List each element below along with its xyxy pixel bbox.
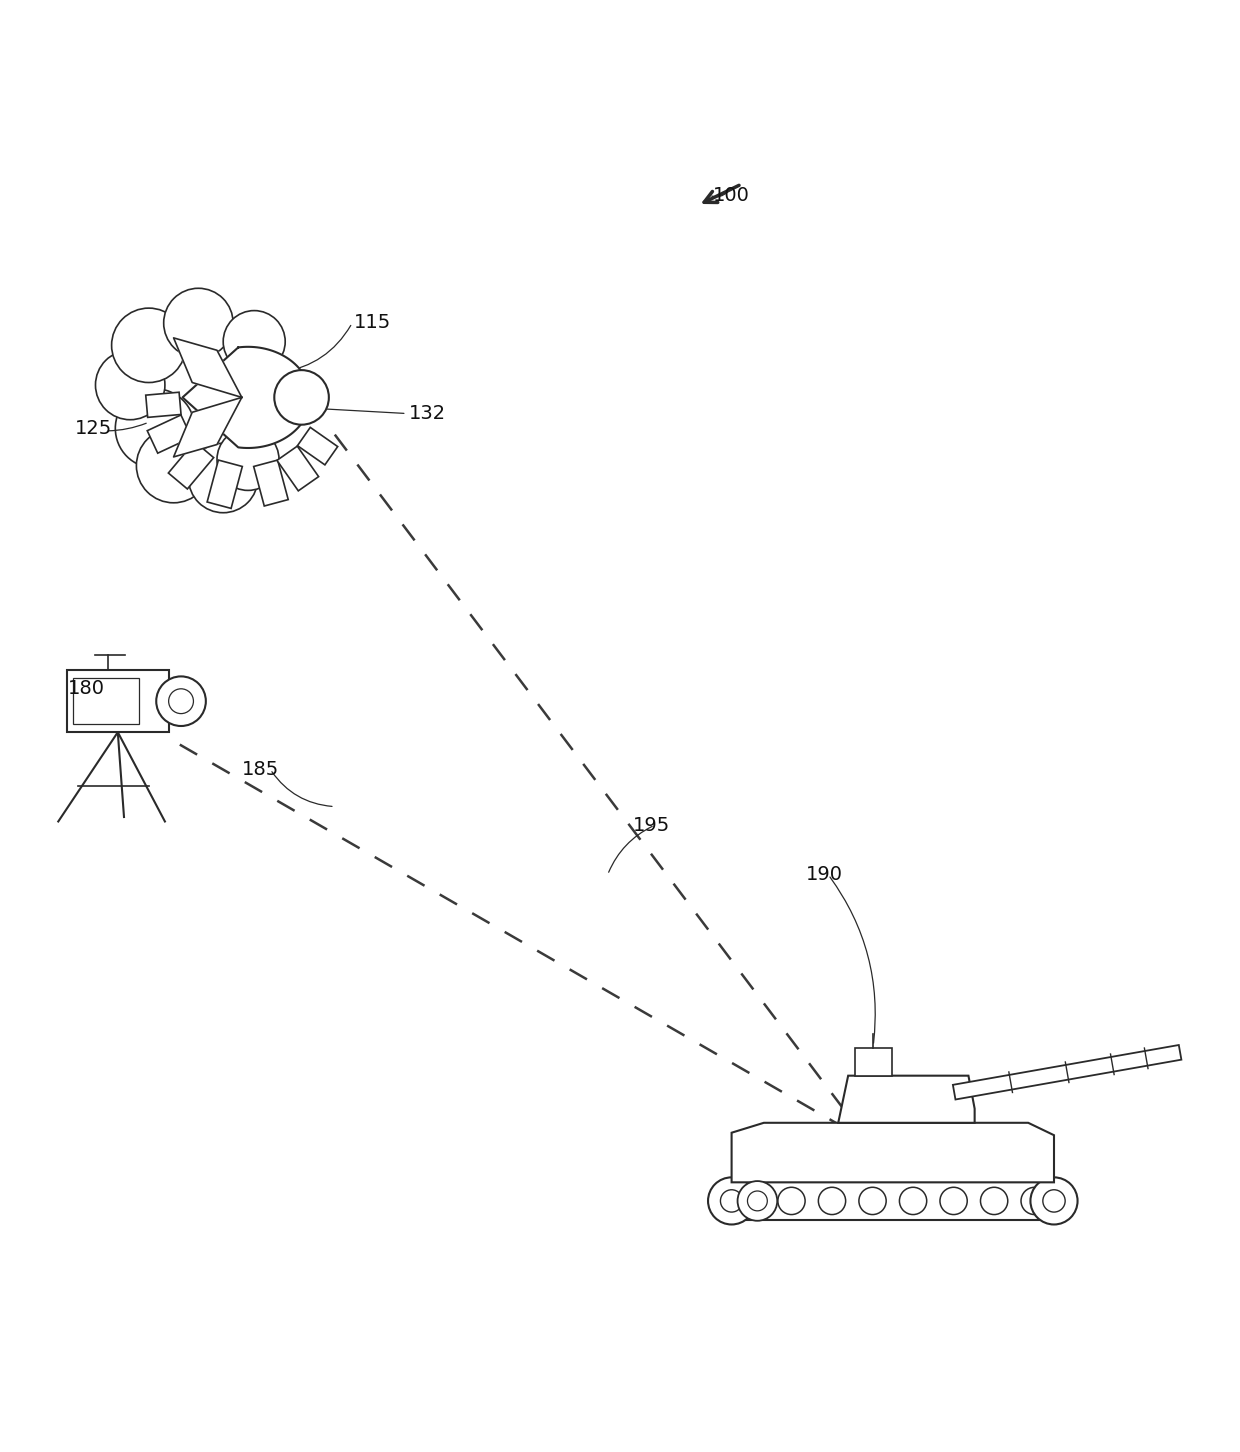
Polygon shape [732, 1122, 1054, 1182]
Circle shape [777, 1188, 805, 1214]
Polygon shape [952, 1045, 1182, 1099]
Circle shape [115, 389, 195, 468]
Circle shape [223, 311, 285, 373]
Circle shape [274, 370, 329, 424]
Circle shape [738, 1188, 765, 1214]
Circle shape [156, 677, 206, 726]
Polygon shape [298, 427, 337, 465]
Text: 132: 132 [409, 404, 446, 423]
Circle shape [1030, 1178, 1078, 1224]
Polygon shape [207, 460, 242, 508]
Circle shape [708, 1178, 755, 1224]
Circle shape [738, 1180, 777, 1221]
Circle shape [859, 1188, 887, 1214]
Text: 100: 100 [713, 186, 750, 205]
Circle shape [136, 428, 211, 502]
Polygon shape [174, 398, 242, 457]
Circle shape [217, 428, 279, 491]
Polygon shape [174, 338, 242, 398]
Polygon shape [254, 460, 288, 505]
Polygon shape [146, 392, 181, 417]
Circle shape [112, 308, 186, 382]
Circle shape [188, 443, 258, 513]
Circle shape [164, 289, 233, 357]
Circle shape [133, 338, 227, 433]
Circle shape [940, 1188, 967, 1214]
Text: 180: 180 [68, 680, 105, 698]
Circle shape [899, 1188, 926, 1214]
Polygon shape [838, 1076, 975, 1122]
Text: 115: 115 [353, 314, 391, 333]
Polygon shape [182, 347, 310, 449]
Polygon shape [277, 446, 319, 491]
Text: 190: 190 [806, 865, 843, 884]
Bar [854, 1048, 892, 1076]
Polygon shape [169, 441, 213, 489]
Text: 195: 195 [632, 816, 670, 835]
Bar [725, 1182, 1060, 1220]
Polygon shape [148, 415, 191, 453]
Bar [73, 678, 139, 725]
Text: 125: 125 [74, 418, 112, 439]
Circle shape [818, 1188, 846, 1214]
Text: 185: 185 [242, 759, 279, 778]
Circle shape [95, 350, 165, 420]
Circle shape [981, 1188, 1008, 1214]
Bar [67, 671, 169, 732]
Circle shape [1021, 1188, 1048, 1214]
